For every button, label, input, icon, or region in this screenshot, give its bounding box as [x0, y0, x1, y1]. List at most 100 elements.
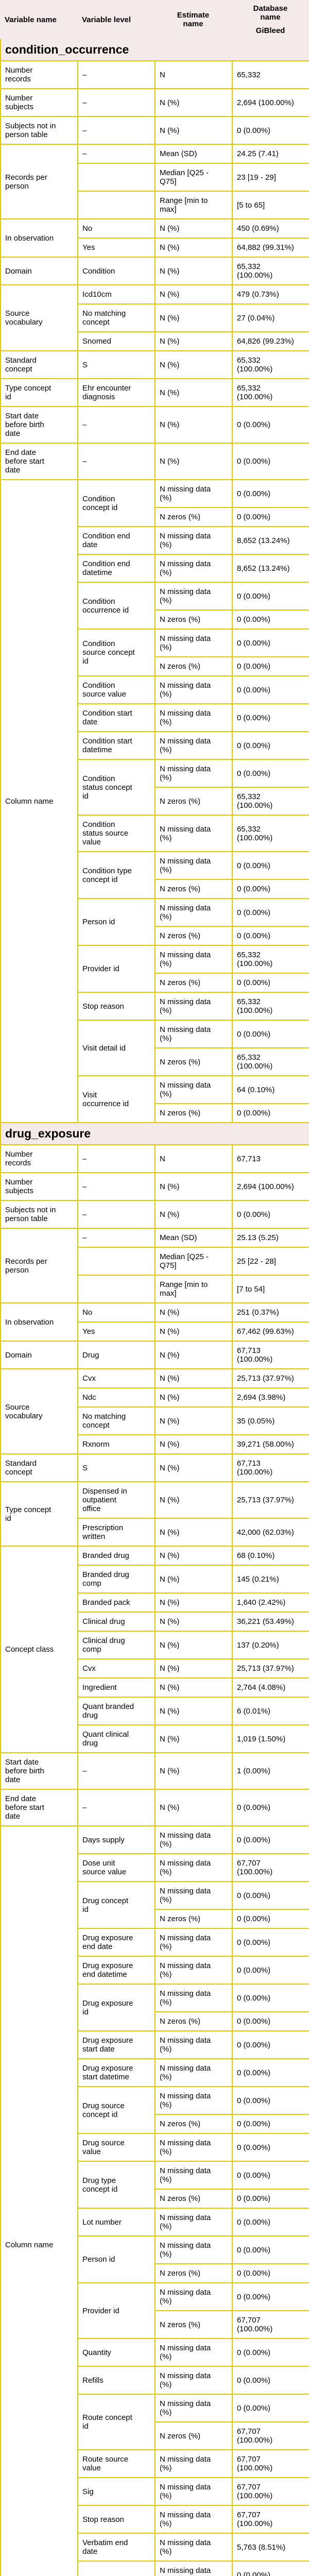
estimate-value-cell: 0 (0.00%): [231, 1789, 309, 1826]
estimate-value-cell: 137 (0.20%): [231, 1631, 309, 1659]
estimate-value-cell: 0 (0.00%): [231, 675, 309, 704]
estimate-value-cell: 36,221 (53.49%): [231, 1612, 309, 1632]
estimate-name-cell: N (%): [154, 257, 233, 285]
estimate-name-cell: N (%): [154, 218, 233, 239]
variable-level-cell: Drug exposure start date: [77, 2030, 156, 2059]
variable-level-cell: –: [77, 88, 156, 117]
estimate-name-cell: N (%): [154, 1387, 233, 1408]
variable-level-cell: Ndc: [77, 1387, 156, 1408]
column-header-variable-name: Variable name: [0, 15, 77, 24]
estimate-name-cell: N (%): [154, 1724, 233, 1753]
table-row: Drug exposure end datetime N missing data…: [1, 1956, 309, 1985]
variable-level-cell: No: [77, 1302, 156, 1323]
variable-name-cell: Number records: [0, 1144, 78, 1173]
column-header-label: Estimate name: [177, 11, 210, 28]
estimate-name-cell: N zeros (%): [154, 879, 233, 899]
table-row: N zeros (%) 0 (0.00%): [1, 973, 309, 993]
table-row: N zeros (%) 65,332 (100.00%): [1, 1047, 309, 1076]
table-row: Number records – N 67,713: [0, 1144, 309, 1173]
variable-level-cell: Refills: [77, 2366, 156, 2395]
table-row: Column name Days supply N missing data (%)…: [0, 1825, 309, 2576]
estimate-name-cell: N (%): [154, 1302, 233, 1323]
estimate-value-cell: 1 (0.00%): [231, 1752, 309, 1790]
variable-level-cell: –: [77, 144, 156, 164]
estimate-name-cell: Range [min to max]: [154, 191, 233, 219]
table-row: Branded pack N (%) 1,640 (2.42%): [1, 1592, 309, 1613]
table-row: Drug source concept id N missing data (%)…: [1, 2086, 309, 2134]
variable-level-cell: Condition occurrence id: [77, 582, 156, 630]
estimate-name-cell: N missing data (%): [154, 2282, 233, 2311]
variable-level-cell: Person id: [77, 898, 156, 946]
estimate-value-cell: 0 (0.00%): [231, 2235, 309, 2264]
estimate-name-cell: N missing data (%): [154, 1020, 233, 1048]
estimate-value-cell: 0 (0.00%): [231, 926, 309, 946]
variable-level-cell: Quant branded drug: [77, 1697, 156, 1725]
estimate-value-cell: 65,332 (100.00%): [231, 350, 309, 379]
estimate-name-cell: N missing data (%): [154, 582, 233, 611]
estimate-value-cell: 24.25 (7.41): [231, 144, 309, 164]
estimate-value-cell: 450 (0.69%): [231, 218, 309, 239]
estimate-value-cell: 65,332: [231, 60, 309, 89]
variable-level-cell: –: [77, 443, 156, 480]
table-row: N zeros (%) 0 (0.00%): [1, 879, 309, 899]
estimate-value-cell: 64,826 (99.23%): [231, 331, 309, 351]
table-row: Number records – N 65,332: [0, 60, 309, 89]
table-row: Subjects not in person table – N (%) 0 (0.0…: [0, 1200, 309, 1229]
estimate-name-cell: N zeros (%): [154, 787, 233, 816]
table-row: Sig N missing data (%) 67,707 (100.00%): [1, 2477, 309, 2506]
estimate-name-cell: N zeros (%): [154, 2189, 233, 2209]
table-row: Stop reason N missing data (%) 65,332 (100…: [1, 992, 309, 1021]
table-row: Verbatim end date N missing data (%) 5,763…: [1, 2533, 309, 2562]
estimate-value-cell: 25 [22 - 28]: [231, 1247, 309, 1276]
estimate-value-cell: 0 (0.00%): [231, 2133, 309, 2162]
variable-level-cell: Condition status concept id: [77, 759, 156, 816]
estimate-value-cell: 65,332 (100.00%): [231, 787, 309, 816]
estimate-value-cell: 0 (0.00%): [231, 973, 309, 993]
table-row: Person id N missing data (%) 0 (0.00%): [1, 2235, 309, 2283]
estimate-name-cell: Median [Q25 - Q75]: [154, 163, 233, 192]
estimate-value-cell: 0 (0.00%): [231, 1956, 309, 1985]
estimate-name-cell: N (%): [154, 1789, 233, 1826]
estimate-name-cell: N (%): [154, 331, 233, 351]
variable-name-cell: Subjects not in person table: [0, 116, 78, 145]
variable-level-cell: Days supply: [77, 1825, 156, 1854]
estimate-name-cell: N missing data (%): [154, 2394, 233, 2422]
estimate-name-cell: N missing data (%): [154, 992, 233, 1021]
estimate-name-cell: N (%): [154, 1406, 233, 1435]
estimate-name-cell: N missing data (%): [154, 2133, 233, 2162]
variable-level-cell: Condition source value: [77, 675, 156, 704]
table-row: N zeros (%) 0 (0.00%): [1, 507, 309, 527]
estimate-value-cell: 0 (0.00%): [231, 879, 309, 899]
variable-name-cell: Number records: [0, 60, 78, 89]
variable-level-cell: Branded drug: [77, 1546, 156, 1566]
variable-name-cell: Subjects not in person table: [0, 1200, 78, 1229]
variable-level-cell: –: [77, 1752, 156, 1790]
estimate-name-cell: N zeros (%): [154, 973, 233, 993]
estimate-name-cell: N missing data (%): [154, 2561, 233, 2576]
table-row: Range [min to max] [5 to 65]: [1, 191, 309, 219]
estimate-name-cell: N missing data (%): [154, 703, 233, 732]
estimate-value-cell: 0 (0.00%): [231, 609, 309, 630]
variable-level-cell: Ingredient: [77, 1677, 156, 1698]
variable-level-cell: Branded drug comp: [77, 1565, 156, 1594]
estimate-value-cell: 67,707 (100.00%): [231, 2449, 309, 2478]
estimate-value-cell: 35 (0.05%): [231, 1406, 309, 1435]
estimate-value-cell: 25,713 (37.97%): [231, 1368, 309, 1388]
table-row: Route source value N missing data (%) 67,7…: [1, 2449, 309, 2478]
estimate-name-cell: N (%): [154, 1658, 233, 1679]
estimate-value-cell: 67,713 (100.00%): [231, 1453, 309, 1482]
estimate-value-cell: 0 (0.00%): [231, 731, 309, 760]
variable-level-cell: Route concept id: [77, 2394, 156, 2450]
variable-level-cell: Verbatim end date: [77, 2533, 156, 2562]
table-row: Column name Condition concept id N missing…: [0, 479, 309, 1123]
variable-name-cell: Records per person: [0, 1228, 78, 1303]
variable-level-cell: [77, 163, 156, 192]
estimate-value-cell: 0 (0.00%): [231, 507, 309, 527]
variable-level-cell: Cvx: [77, 1658, 156, 1679]
variable-level-cell: Condition concept id: [77, 479, 156, 527]
estimate-name-cell: N missing data (%): [154, 2058, 233, 2087]
table-row: Source vocabulary Icd10cm N (%) 479 (0.73%): [0, 284, 309, 351]
estimate-value-cell: 2,694 (100.00%): [231, 1172, 309, 1201]
estimate-name-cell: N zeros (%): [154, 656, 233, 676]
variable-name-cell: Domain: [0, 1341, 78, 1369]
